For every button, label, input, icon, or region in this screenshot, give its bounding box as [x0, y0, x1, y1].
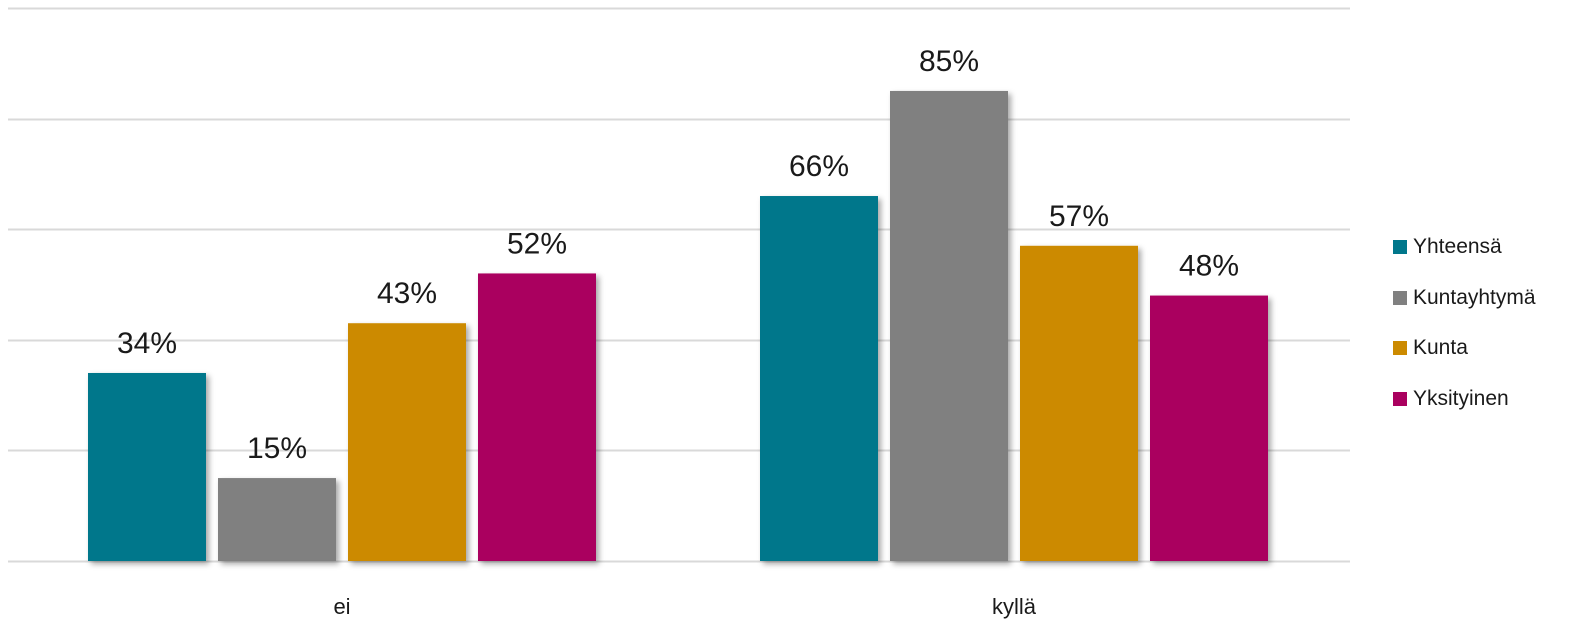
- data-label: 48%: [1179, 250, 1239, 283]
- bar: [1020, 245, 1138, 562]
- bar: [88, 372, 206, 561]
- bar: [1150, 295, 1268, 561]
- data-label: 85%: [919, 45, 979, 78]
- bar: [218, 478, 336, 561]
- legend-label: Kunta: [1413, 336, 1468, 360]
- data-labels: 34% 15% 43% 52% 66% 85% 57% 48%: [117, 45, 1239, 465]
- x-tick-label: kyllä: [992, 594, 1037, 619]
- data-label: 43%: [377, 277, 437, 310]
- bar: [348, 323, 466, 561]
- data-label: 15%: [247, 432, 307, 465]
- x-axis-labels: ei kyllä: [333, 594, 1036, 619]
- data-label: 57%: [1049, 200, 1109, 233]
- legend: Yhteensä Kuntayhtymä Kunta Yksityinen: [1393, 222, 1536, 424]
- bar: [478, 273, 596, 561]
- bar: [890, 90, 1008, 561]
- bars: [88, 90, 1268, 562]
- legend-swatch: [1393, 341, 1407, 356]
- legend-item: Kuntayhtymä: [1393, 273, 1536, 324]
- legend-swatch: [1393, 391, 1407, 406]
- bar: [760, 196, 878, 561]
- legend-item: Kunta: [1393, 323, 1536, 374]
- legend-item: Yhteensä: [1393, 222, 1536, 273]
- legend-swatch: [1393, 290, 1407, 305]
- data-label: 66%: [789, 150, 849, 183]
- x-tick-label: ei: [333, 594, 350, 619]
- gridlines: [8, 7, 1350, 563]
- legend-label: Kuntayhtymä: [1413, 285, 1536, 309]
- legend-swatch: [1393, 240, 1407, 255]
- data-label: 52%: [507, 227, 567, 260]
- legend-label: Yhteensä: [1413, 235, 1502, 259]
- legend-label: Yksityinen: [1413, 386, 1509, 410]
- data-label: 34%: [117, 327, 177, 360]
- legend-item: Yksityinen: [1393, 374, 1536, 425]
